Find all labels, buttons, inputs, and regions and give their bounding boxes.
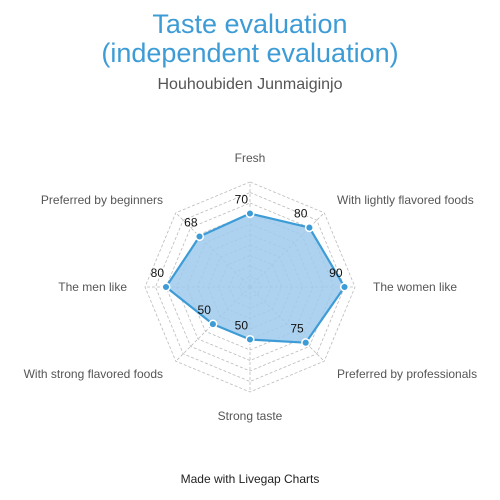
series-area (164, 212, 346, 344)
axis-label: Strong taste (218, 409, 283, 423)
data-label: 70 (235, 193, 249, 207)
data-point (245, 334, 255, 345)
footer-credit: Made with Livegap Charts (180, 472, 320, 486)
data-point (194, 231, 205, 242)
data-label: 80 (294, 207, 308, 221)
axis-label: Fresh (235, 151, 266, 165)
data-point (304, 223, 314, 233)
data-label: 50 (198, 303, 212, 317)
chart-subtitle: Houhoubiden Junmaiginjo (157, 76, 343, 93)
data-point (208, 319, 218, 329)
grid-ring (144, 181, 356, 393)
data-label: 75 (290, 322, 304, 336)
data-point (339, 282, 350, 292)
axis-label: With strong flavored foods (24, 367, 163, 381)
data-point (161, 282, 171, 292)
data-label: 50 (235, 319, 249, 333)
data-point (245, 208, 255, 219)
axis-label: Preferred by beginners (41, 193, 163, 207)
data-point (301, 338, 311, 348)
radar-labels: 70 80 90 75 50 50 80 68 Fresh With lightly flavor… (24, 151, 477, 423)
chart-title: Taste evaluation (independent evaluation… (0, 10, 500, 68)
radar-series (161, 208, 350, 348)
chart-title-line-1: Taste evaluation (152, 9, 348, 39)
axis-label: The men like (58, 280, 127, 294)
chart-title-line-2: (independent evaluation) (101, 38, 399, 68)
data-label: 80 (151, 266, 165, 280)
axis-label: Preferred by professionals (337, 367, 477, 381)
grid-ring (155, 192, 345, 382)
data-label: 68 (184, 216, 198, 230)
data-label: 90 (329, 266, 343, 280)
axis-label: With lightly flavored foods (337, 193, 474, 207)
axis-label: The women like (373, 280, 457, 294)
